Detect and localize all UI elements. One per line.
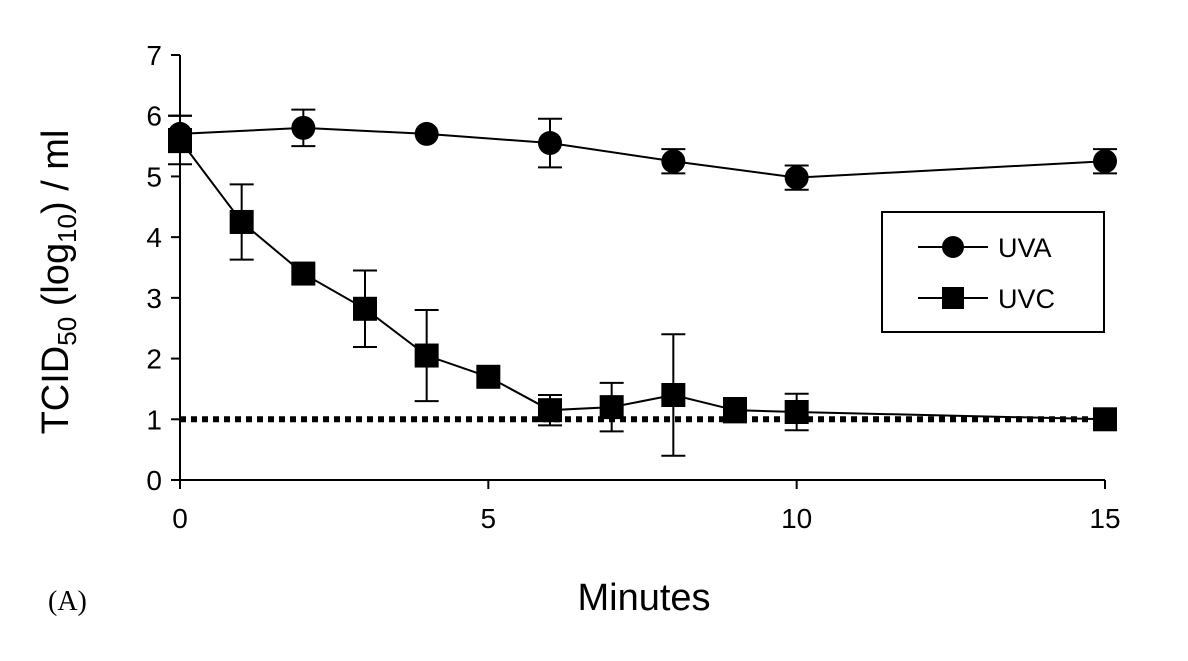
y-tick-label: 0 — [146, 465, 162, 496]
legend-label-uvc: UVC — [998, 284, 1055, 314]
y-tick-label: 1 — [146, 404, 162, 435]
data-point-uva — [538, 131, 562, 156]
data-point-uva — [1093, 149, 1117, 174]
data-point-uvc — [784, 400, 809, 424]
data-point-uva — [784, 165, 809, 190]
axes: 0 1 2 3 4 5 6 7 0 5 10 15 — [146, 40, 1120, 534]
x-tick-label: 15 — [1089, 503, 1120, 534]
x-tick-label: 0 — [172, 503, 188, 534]
y-axis-title-sub2: 10 — [52, 214, 82, 243]
data-point-uvc — [661, 383, 686, 407]
legend-marker-uvc — [942, 287, 964, 309]
series-uvc — [168, 114, 1117, 457]
y-axis-title-sub: 50 — [52, 317, 82, 346]
data-point-uvc — [414, 343, 439, 368]
data-point-uvc — [1093, 407, 1117, 432]
y-tick-label: 3 — [146, 283, 162, 314]
data-point-uvc — [599, 395, 624, 420]
y-tick-label: 6 — [146, 101, 162, 132]
data-point-uva — [291, 115, 316, 140]
data-point-uvc — [229, 209, 254, 234]
y-tick-label: 2 — [146, 344, 162, 375]
y-tick-label: 4 — [146, 222, 162, 253]
legend-label-uva: UVA — [998, 233, 1052, 263]
legend-marker-uva — [942, 236, 964, 258]
y-axis-title: TCID50 (log10) / ml — [35, 130, 82, 435]
data-point-uvc — [353, 296, 377, 321]
data-point-uvc — [168, 128, 192, 152]
x-tick-label: 10 — [781, 503, 812, 534]
panel-label: (A) — [48, 586, 87, 617]
y-axis-title-end: ) / ml — [35, 130, 77, 214]
y-tick-label: 7 — [146, 40, 162, 71]
series-uva — [168, 108, 1117, 191]
data-point-uvc — [538, 398, 562, 423]
x-axis-title: Minutes — [577, 577, 710, 619]
data-point-uvc — [723, 398, 747, 423]
series-group — [168, 108, 1117, 457]
data-point-uvc — [476, 364, 501, 389]
data-point-uvc — [291, 261, 316, 286]
legend-box — [881, 211, 1105, 333]
data-point-uva — [414, 121, 439, 146]
x-tick-label: 5 — [481, 503, 497, 534]
series-line-uva — [179, 126, 1106, 179]
data-point-uva — [661, 149, 686, 174]
y-axis-title-main: TCID — [35, 346, 77, 435]
y-axis-title-mid: (log — [35, 243, 77, 317]
y-tick-label: 5 — [146, 161, 162, 192]
legend: UVA UVC — [881, 211, 1105, 333]
